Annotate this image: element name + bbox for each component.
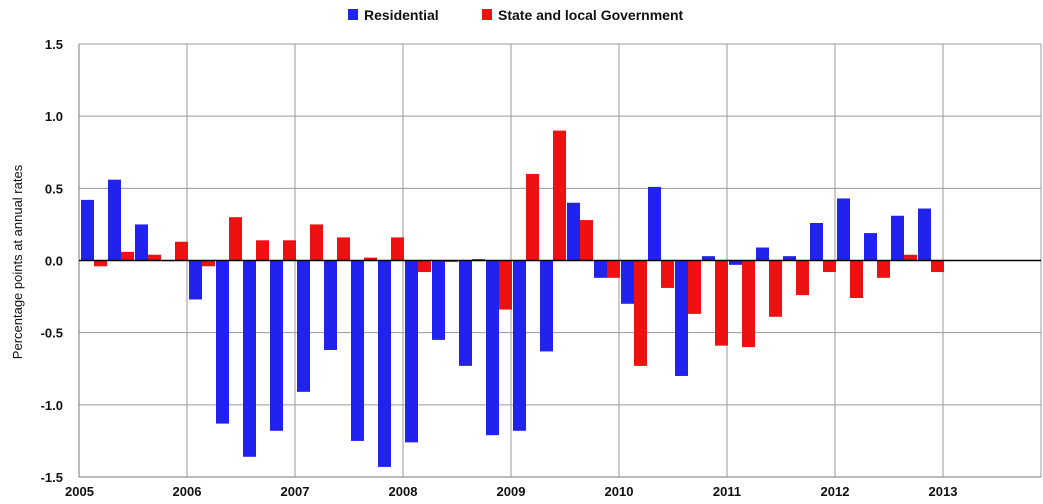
legend-swatch xyxy=(348,9,358,20)
y-tick-label: -1.0 xyxy=(41,398,63,413)
x-tick-label: 2013 xyxy=(929,484,958,499)
residential-bar xyxy=(810,222,823,261)
residential-bar xyxy=(324,260,337,350)
y-tick-label: 1.0 xyxy=(45,109,63,124)
residential-bar xyxy=(567,202,580,261)
residential-bar xyxy=(405,260,418,443)
state-local-government-bar xyxy=(742,260,755,348)
legend-label: State and local Government xyxy=(498,7,683,23)
state-local-government-bar xyxy=(364,257,377,261)
residential-bar xyxy=(756,247,769,261)
residential-bar xyxy=(594,260,607,278)
residential-bar xyxy=(135,224,148,261)
x-tick-label: 2010 xyxy=(605,484,634,499)
residential-bar xyxy=(864,233,877,261)
residential-bar xyxy=(351,260,364,441)
residential-bar xyxy=(513,260,526,431)
residential-bar xyxy=(216,260,229,424)
bars xyxy=(81,130,944,467)
state-local-government-bar xyxy=(337,237,350,261)
y-tick-label: 0.0 xyxy=(45,254,63,269)
x-tick-label: 2007 xyxy=(281,484,310,499)
state-local-government-bar xyxy=(553,130,566,261)
state-local-government-bar xyxy=(418,260,431,273)
axes xyxy=(78,43,1042,478)
state-local-government-bar xyxy=(391,237,404,261)
residential-bar xyxy=(108,179,121,261)
state-local-government-bar xyxy=(688,260,701,314)
legend-swatch xyxy=(482,9,492,20)
residential-bar xyxy=(297,260,310,392)
state-local-government-bar xyxy=(526,173,539,261)
residential-bar xyxy=(81,199,94,261)
residential-bar xyxy=(837,198,850,261)
x-tick-label: 2011 xyxy=(713,484,741,499)
y-tick-label: 1.5 xyxy=(45,37,63,52)
residential-bar xyxy=(891,215,904,261)
x-tick-label: 2009 xyxy=(497,484,526,499)
x-tick-label: 2008 xyxy=(389,484,418,499)
state-local-government-bar xyxy=(823,260,836,273)
state-local-government-bar xyxy=(121,251,134,261)
x-tick-label: 2012 xyxy=(821,484,850,499)
state-local-government-bar xyxy=(256,240,269,261)
y-tick-label: -1.5 xyxy=(41,470,63,485)
state-local-government-bar xyxy=(769,260,782,317)
residential-bar xyxy=(540,260,553,352)
residential-bar xyxy=(459,260,472,366)
state-local-government-bar xyxy=(202,260,215,267)
x-tick-label: 2006 xyxy=(173,484,202,499)
residential-bar xyxy=(729,260,742,265)
residential-bar xyxy=(486,260,499,436)
residential-bar xyxy=(621,260,634,304)
state-local-government-bar xyxy=(607,260,620,278)
y-tick-label: -0.5 xyxy=(41,326,63,341)
residential-bar xyxy=(648,186,661,261)
state-local-government-bar xyxy=(283,240,296,261)
residential-bar xyxy=(918,208,931,261)
residential-bar xyxy=(432,260,445,340)
x-tick-label: 2005 xyxy=(65,484,94,499)
state-local-government-bar xyxy=(175,241,188,261)
state-local-government-bar xyxy=(634,260,647,366)
axis-labels: -1.5 -1.0 -0.5 0.0 0.5 1.0 1.5 2005 2006 2007 2008… xyxy=(41,37,958,499)
residential-bar xyxy=(702,256,715,261)
y-tick-label: 0.5 xyxy=(45,181,63,196)
state-local-government-bar xyxy=(850,260,863,299)
state-local-government-bar xyxy=(499,260,512,310)
residential-bar xyxy=(783,256,796,261)
state-local-government-bar xyxy=(877,260,890,278)
residential-bar xyxy=(189,260,202,300)
residential-bar xyxy=(270,260,283,431)
state-local-government-bar xyxy=(580,220,593,261)
state-local-government-bar xyxy=(796,260,809,296)
state-local-government-bar xyxy=(715,260,728,346)
legend: Residential State and local Government xyxy=(348,7,683,23)
state-local-government-bar xyxy=(931,260,944,273)
state-local-government-bar xyxy=(94,260,107,267)
state-local-government-bar xyxy=(229,217,242,261)
residential-bar xyxy=(243,260,256,457)
state-local-government-bar xyxy=(661,260,674,288)
residential-bar xyxy=(675,260,688,376)
legend-label: Residential xyxy=(364,7,439,23)
residential-bar xyxy=(378,260,391,467)
state-local-government-bar xyxy=(904,254,917,261)
y-axis-label: Percentage points at annual rates xyxy=(10,164,25,359)
state-local-government-bar xyxy=(310,224,323,261)
state-local-government-bar xyxy=(148,254,161,261)
